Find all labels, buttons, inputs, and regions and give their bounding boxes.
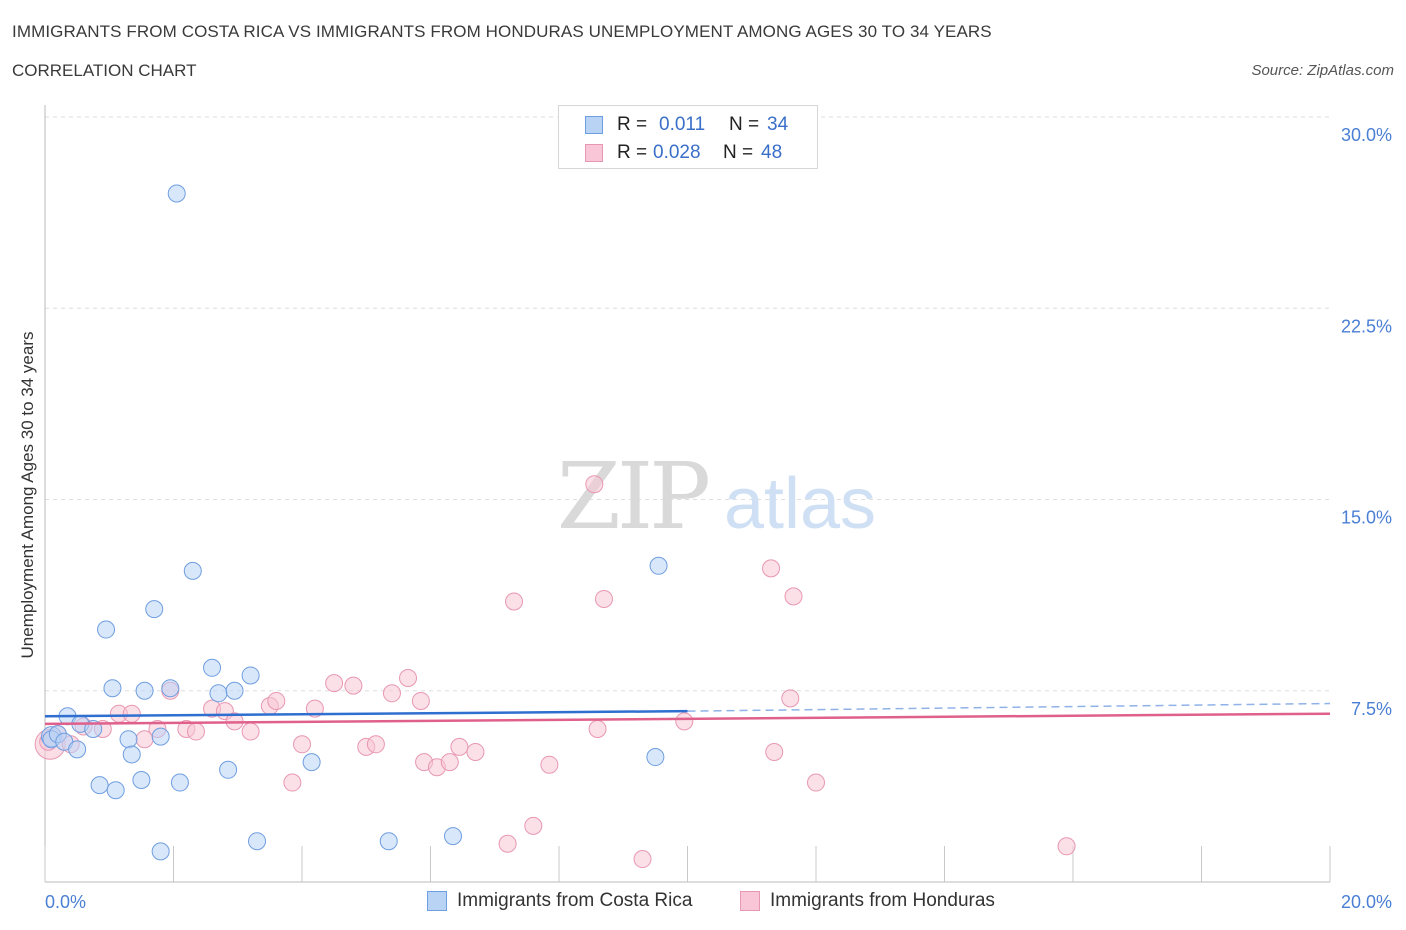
data-point (151, 727, 170, 746)
data-point (765, 742, 784, 761)
data-point (135, 681, 154, 700)
legend-n-value: 34 (767, 114, 789, 135)
legend-r-label: R = (617, 114, 648, 135)
legend-n-value: 48 (761, 142, 783, 163)
data-point (450, 737, 469, 756)
trend-line-costa-rica (44, 709, 688, 718)
data-point (540, 755, 559, 774)
y-tick-label: 30.0% (1341, 125, 1392, 145)
data-point (443, 827, 462, 846)
data-point (784, 587, 803, 606)
stats-legend: R = 0.011 N = 34 R = 0.028 N = 48 (558, 105, 818, 169)
data-point (106, 781, 125, 800)
data-point (241, 722, 260, 741)
data-point (524, 816, 543, 835)
data-point (781, 689, 800, 708)
series-honduras-points (34, 475, 1076, 869)
legend-n-label: N = (729, 114, 760, 135)
data-point (248, 832, 267, 851)
data-point (807, 773, 825, 792)
data-point (762, 559, 781, 578)
legend-swatch-blue (585, 116, 603, 134)
legend-row-honduras: R = 0.028 N = 48 (585, 141, 782, 165)
series-costa-rica-points (40, 184, 668, 861)
data-point (588, 720, 607, 738)
data-point (379, 832, 398, 851)
axes (44, 105, 1331, 883)
data-point (411, 691, 430, 710)
data-point (151, 842, 170, 861)
x-tick-label: 20.0% (1341, 892, 1392, 912)
data-point (675, 712, 694, 731)
data-point (498, 834, 517, 853)
data-point (167, 184, 186, 203)
chart-subtitle: CORRELATION CHART (12, 61, 197, 80)
y-tick-label: 22.5% (1341, 316, 1392, 336)
bottom-legend-swatch-blue (427, 891, 447, 911)
data-point (440, 753, 459, 772)
data-point (293, 735, 311, 754)
data-point (97, 620, 116, 639)
trend-lines (44, 702, 1331, 726)
data-point (225, 681, 244, 700)
data-point (241, 666, 260, 685)
legend-r-value: 0.011 (659, 114, 706, 135)
y-tick-label: 7.5% (1351, 699, 1392, 719)
data-point (183, 561, 202, 580)
data-point (203, 658, 222, 677)
trend-line-honduras (44, 712, 1331, 726)
data-point (649, 556, 668, 575)
data-point (302, 753, 321, 772)
data-point (170, 773, 189, 792)
data-point (122, 745, 141, 764)
legend-r-value: 0.028 (653, 142, 701, 163)
data-point (594, 589, 613, 608)
data-point (219, 760, 238, 779)
legend-n-label: N = (723, 142, 754, 163)
bottom-legend-label: Immigrants from Honduras (770, 890, 995, 911)
trend-line-costa-rica-extension (687, 702, 1331, 712)
bottom-legend-label: Immigrants from Costa Rica (457, 890, 693, 911)
data-point (122, 704, 141, 723)
data-point (466, 742, 485, 761)
data-point (633, 850, 652, 869)
y-tick-label: 15.0% (1341, 508, 1392, 528)
data-point (505, 592, 524, 611)
data-point (145, 600, 164, 619)
legend-swatch-pink (585, 144, 603, 162)
data-point (1057, 837, 1076, 856)
data-point (161, 679, 180, 698)
data-point (399, 669, 418, 687)
data-point (186, 722, 205, 741)
y-axis-label: Unemployment Among Ages 30 to 34 years (18, 332, 37, 659)
source-label: Source: ZipAtlas.com (1251, 62, 1394, 79)
gridlines (45, 116, 1330, 692)
data-point (68, 740, 87, 759)
data-point (132, 771, 151, 789)
watermark-zip: ZIP (557, 443, 708, 550)
data-point (382, 684, 401, 703)
bottom-legend-costa-rica: Immigrants from Costa Rica (427, 890, 692, 912)
data-point (585, 475, 604, 494)
data-point (90, 776, 109, 795)
data-point (267, 691, 286, 710)
bottom-legend-honduras: Immigrants from Honduras (740, 890, 995, 912)
x-tick-label: 0.0% (45, 892, 86, 912)
data-point (103, 679, 122, 698)
legend-r-label: R = (617, 142, 648, 163)
data-point (344, 676, 363, 695)
legend-row-costa-rica: R = 0.011 N = 34 (585, 113, 788, 137)
y-tick-labels: 7.5% 15.0% 22.5% 30.0% (1341, 125, 1392, 719)
data-point (325, 674, 344, 693)
chart-title: IMMIGRANTS FROM COSTA RICA VS IMMIGRANTS… (12, 22, 992, 41)
bottom-legend-swatch-pink (740, 891, 760, 911)
x-tick-labels: 0.0% 20.0% (45, 892, 1392, 912)
watermark-atlas: atlas (724, 464, 876, 544)
data-point (209, 684, 228, 703)
data-point (119, 730, 138, 749)
data-point (283, 773, 302, 792)
data-point (646, 748, 665, 767)
data-point (366, 735, 385, 754)
